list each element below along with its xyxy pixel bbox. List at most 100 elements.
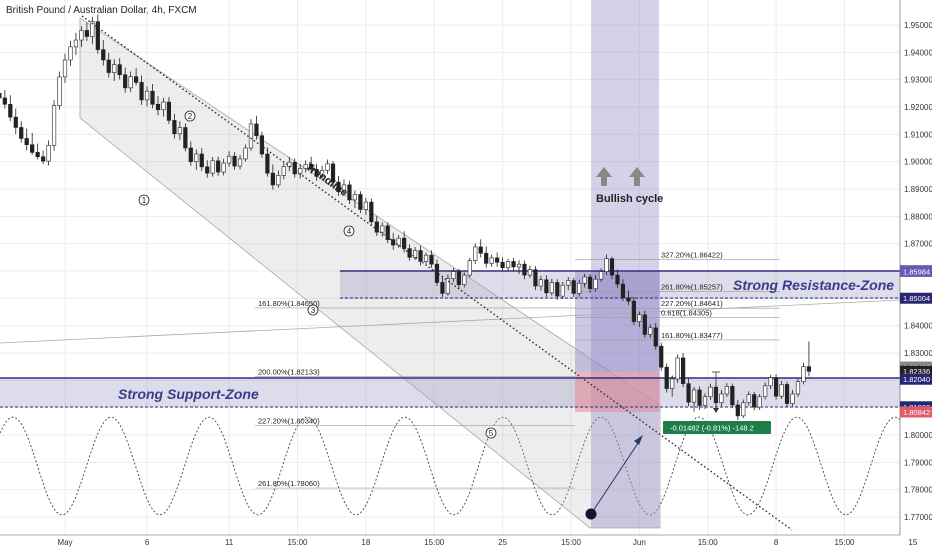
- price-label-text: 1.85984: [903, 267, 930, 276]
- candle-body: [243, 147, 248, 160]
- projection-arrow: [590, 439, 641, 515]
- candle-body: [423, 254, 429, 262]
- candle-body: [544, 279, 549, 294]
- candle-body: [555, 282, 560, 297]
- position-tooltip-text: -0.01482 (-0.81%) -148.2: [670, 424, 754, 433]
- candle-body: [194, 153, 199, 162]
- candle-body: [363, 201, 368, 210]
- candle-body: [724, 386, 729, 395]
- candle-body: [134, 76, 139, 83]
- wave-count-circle: [184, 110, 196, 122]
- candle-body: [51, 105, 57, 146]
- candle-body: [533, 269, 538, 287]
- candle-body: [522, 263, 527, 276]
- candle-body: [681, 357, 686, 384]
- candle-body: [746, 394, 751, 404]
- candle-body: [227, 155, 232, 164]
- candle-body: [473, 246, 478, 261]
- candle-body: [19, 127, 24, 139]
- candle-body: [41, 156, 46, 162]
- price-label-box: [900, 373, 932, 385]
- candle-body: [631, 300, 636, 322]
- candle-body: [254, 123, 259, 136]
- wave-count-number: 1: [142, 196, 147, 205]
- y-tick-label: 1.77000: [904, 513, 932, 522]
- fib-level-label: 0.618(1.84305): [661, 308, 712, 317]
- candle-body: [177, 127, 182, 135]
- candle-body: [505, 261, 511, 269]
- candle-body: [199, 153, 204, 168]
- candle-body: [637, 314, 642, 322]
- candle-body: [309, 164, 314, 170]
- candle-body: [801, 366, 806, 382]
- candle-body: [593, 278, 598, 290]
- candle-body: [396, 237, 401, 246]
- candle-body: [205, 166, 210, 174]
- candle-body: [13, 116, 18, 128]
- candle-body: [598, 271, 604, 280]
- candle-body: [516, 263, 522, 268]
- candle-body: [527, 269, 533, 276]
- candle-body: [784, 384, 790, 404]
- candle-body: [117, 64, 122, 76]
- candle-body: [741, 402, 746, 417]
- candle-body: [101, 49, 106, 61]
- candle-body: [84, 30, 89, 37]
- candle-body: [270, 172, 275, 186]
- candle-body: [582, 276, 587, 284]
- candle-body: [374, 221, 379, 233]
- up-arrow-icon: [596, 167, 612, 186]
- x-tick-label: 15:00: [698, 538, 719, 547]
- time-axis[interactable]: [0, 535, 932, 550]
- candle-body: [702, 396, 708, 406]
- x-tick-label: May: [57, 538, 72, 547]
- y-tick-label: 1.95000: [904, 21, 932, 30]
- candle-body: [708, 386, 713, 398]
- candle-body: [418, 250, 423, 262]
- candle-body: [166, 101, 172, 121]
- resistance-zone: [340, 271, 900, 299]
- candle-body: [216, 160, 221, 173]
- candle-body: [478, 246, 483, 254]
- candle-body: [380, 225, 385, 233]
- candle-body: [347, 184, 352, 201]
- candle-body: [385, 225, 390, 240]
- wave-count-number: 2: [188, 112, 193, 121]
- arrow-head-icon: [634, 435, 643, 445]
- position-tooltip: [663, 421, 771, 434]
- fib-level-label: 327.20%(1.86422): [661, 250, 723, 259]
- x-tick-label: 11: [225, 538, 234, 547]
- candle-body: [615, 274, 620, 285]
- candle-body: [653, 327, 658, 347]
- candle-body: [620, 283, 626, 299]
- candle-body: [609, 258, 615, 276]
- candle-body: [626, 297, 631, 302]
- candle-body: [139, 82, 144, 101]
- candle-body: [281, 166, 286, 176]
- fib-level-label: 261.80%(1.78060): [258, 479, 320, 488]
- candle-body: [210, 160, 215, 174]
- candle-body: [675, 357, 680, 380]
- y-tick-label: 1.79000: [904, 458, 932, 467]
- candle-body: [670, 378, 675, 389]
- candle-body: [566, 280, 571, 286]
- candle-body: [429, 254, 434, 265]
- candle-body: [730, 386, 735, 406]
- candle-body: [719, 393, 724, 404]
- y-tick-label: 1.78000: [904, 486, 932, 495]
- candle-body: [549, 282, 554, 294]
- candle-body: [735, 404, 740, 417]
- fib-level-label: 161.80%(1.83477): [661, 331, 723, 340]
- projection-dot[interactable]: [585, 508, 597, 520]
- candle-body: [24, 138, 29, 146]
- candle-body: [489, 257, 494, 264]
- candle-body: [795, 381, 801, 395]
- candle-body: [325, 163, 330, 171]
- candle-body: [144, 90, 150, 101]
- candle-body: [237, 158, 243, 167]
- price-label-box: [900, 365, 932, 377]
- candle-body: [358, 194, 363, 210]
- candle-body: [402, 237, 407, 249]
- candles: [0, 14, 812, 420]
